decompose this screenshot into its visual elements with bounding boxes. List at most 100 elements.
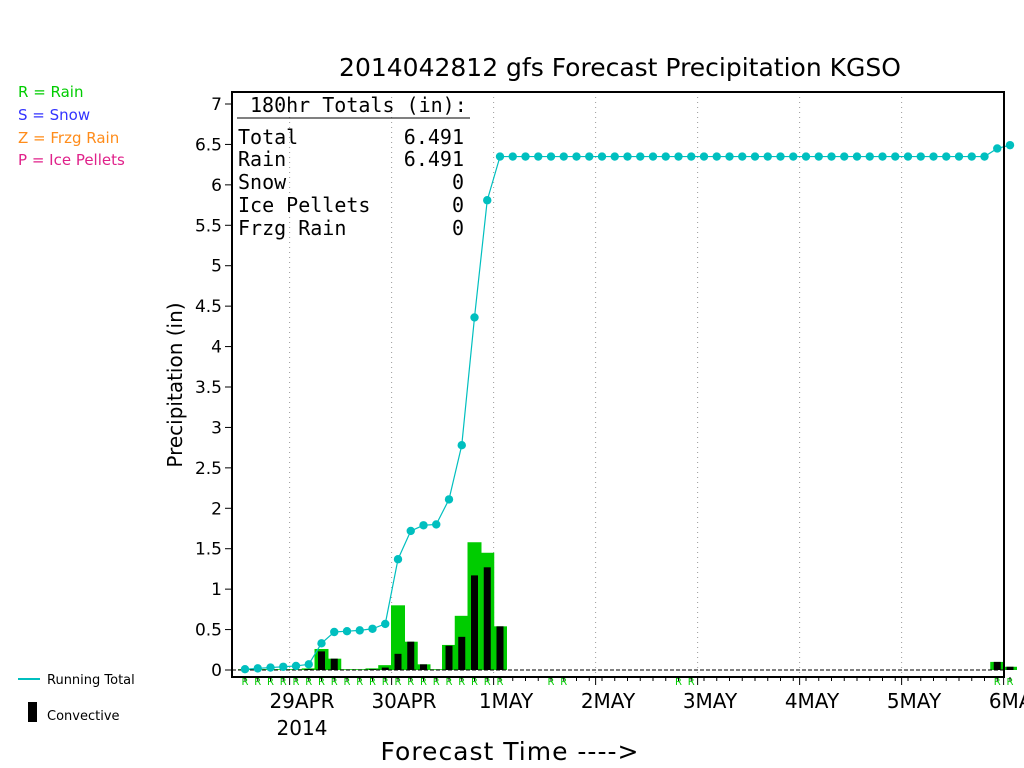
running-total-point [993, 144, 1002, 153]
convective-bar [420, 664, 427, 670]
totals-value-snow: 0 [452, 170, 464, 194]
precip-type-mark: R [280, 677, 287, 688]
y-tick-label: 3.5 [195, 378, 222, 398]
legend-ice-pellets: P = Ice Pellets [18, 151, 125, 169]
y-axis-label: Precipitation (in) [163, 302, 187, 467]
totals-label-snow: Snow [238, 170, 287, 194]
convective-bar [330, 658, 338, 670]
running-total-point [291, 661, 301, 671]
running-total-point [636, 152, 645, 161]
running-total-point [355, 626, 364, 635]
running-total-point [304, 660, 313, 669]
precip-type-mark: R [369, 677, 376, 688]
running-total-point [980, 152, 989, 161]
running-total-point [648, 152, 658, 161]
y-tick-label: 4 [211, 338, 222, 358]
running-total-point [967, 152, 976, 161]
precip-type-mark: R [433, 677, 440, 688]
running-total-point [393, 555, 403, 564]
precip-type-mark: R [331, 677, 338, 688]
convective-bar [993, 661, 1001, 670]
running-total-point [674, 152, 683, 161]
running-total-point [763, 152, 772, 161]
precip-type-mark: R [254, 677, 261, 688]
running-total-point [330, 627, 339, 637]
precip-type-mark: R [382, 677, 389, 688]
y-tick-label: 1 [211, 580, 222, 600]
running-total-point [381, 619, 390, 629]
running-total-point [444, 495, 454, 504]
running-total-point [342, 626, 352, 636]
chart-title: 2014042812 gfs Forecast Precipitation KG… [339, 53, 901, 82]
running-total-point [814, 152, 823, 161]
running-total-point [597, 152, 607, 161]
running-total-point [585, 152, 594, 161]
totals-value-rain: 6.491 [404, 147, 464, 171]
running-total-point [317, 639, 326, 648]
precip-type-mark: R [484, 677, 491, 688]
convective-bar [407, 641, 415, 670]
x-tick-label: 1MAY [479, 689, 534, 713]
running-total-point [954, 152, 964, 161]
running-total-point [1005, 140, 1015, 150]
convective-bar [458, 636, 466, 670]
legend-convective: Convective [47, 709, 120, 724]
precip-type-mark: R [994, 677, 1001, 688]
running-total-point [878, 152, 887, 161]
totals-label-frzg-rain: Frzg Rain [238, 216, 346, 240]
running-total-point [546, 152, 556, 161]
convective-bar [496, 626, 504, 670]
running-total-point [406, 526, 415, 536]
convective-bar [305, 669, 313, 670]
running-total-point [419, 521, 428, 530]
legend-rain: R = Rain [18, 83, 84, 101]
running-total-line [244, 144, 1011, 670]
running-total-point [840, 152, 849, 161]
running-total-point [865, 152, 874, 161]
precip-type-mark: R [356, 677, 363, 688]
running-total-point [508, 152, 517, 161]
running-total-point [432, 520, 441, 529]
y-tick-label: 1.5 [195, 540, 222, 560]
running-total-point [699, 152, 709, 161]
precip-type-mark: R [305, 677, 312, 688]
running-total-point [661, 152, 670, 161]
precip-type-mark: R [1007, 677, 1014, 688]
y-tick-label: 2 [211, 499, 222, 519]
convective-bar [471, 575, 478, 670]
legend-frzg-rain: Z = Frzg Rain [18, 129, 119, 147]
line-legend: Running Total Convective [18, 673, 135, 724]
running-total-point [279, 662, 288, 671]
x-tick-label: 5MAY [887, 689, 942, 713]
y-tick-label: 0 [211, 661, 222, 681]
legend-running-total: Running Total [47, 673, 135, 688]
running-total-point [368, 624, 377, 633]
convective-swatch [28, 702, 37, 722]
running-total-point [738, 152, 747, 161]
running-total-point [240, 664, 250, 674]
precip-type-mark: R [318, 677, 325, 688]
running-total-point [789, 152, 798, 161]
x-axis-label: Forecast Time ----> [381, 737, 640, 766]
y-tick-label: 0.5 [195, 621, 222, 641]
x-tick-label: 2MAY [581, 689, 636, 713]
running-total-point [725, 152, 734, 161]
totals-box: 180hr Totals (in): Total 6.491 Rain 6.49… [237, 93, 470, 240]
x-tick-label: 6MAY [989, 689, 1024, 713]
totals-label-ice-pellets: Ice Pellets [238, 193, 370, 217]
precip-type-mark: R [267, 677, 274, 688]
running-total-point [534, 152, 543, 161]
y-tick-label: 5.5 [195, 216, 222, 236]
running-total-point [623, 152, 632, 161]
running-total-point [929, 152, 938, 161]
totals-value-frzg-rain: 0 [452, 216, 464, 240]
precip-type-mark: R [293, 677, 300, 688]
running-total-point [610, 152, 619, 161]
precip-type-mark: R [688, 677, 695, 688]
running-total-point [457, 441, 466, 450]
running-total-point [891, 152, 900, 161]
running-total-point [801, 152, 811, 161]
y-tick-label: 3 [211, 418, 222, 438]
y-tick-label: 6 [211, 176, 222, 196]
running-total-point [253, 664, 262, 673]
